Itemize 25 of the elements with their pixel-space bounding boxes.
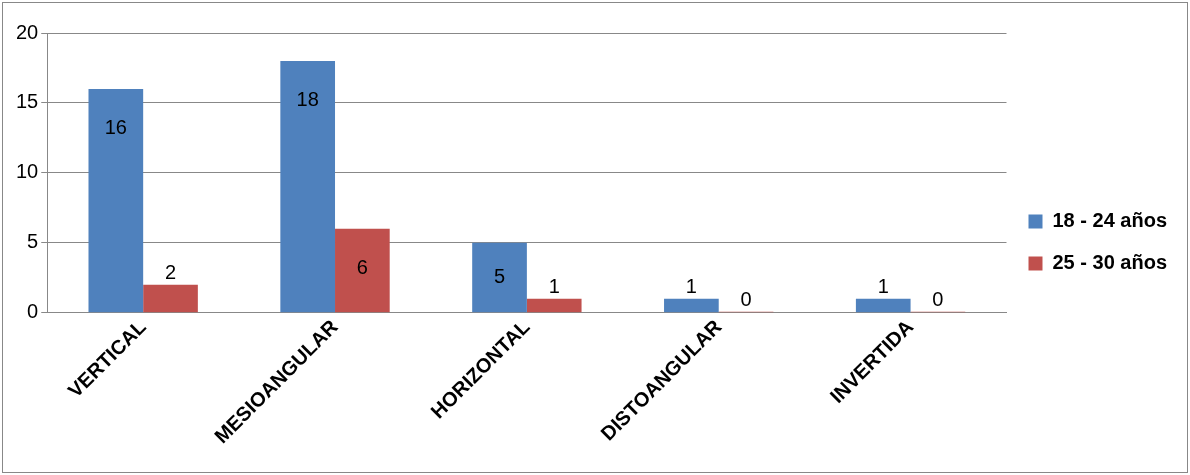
- bar: [280, 60, 336, 313]
- bar: [88, 88, 144, 313]
- data-label: 6: [356, 256, 368, 279]
- legend-label: 25 - 30 años: [1052, 251, 1168, 274]
- data-label: 1: [877, 275, 889, 298]
- y-tick-label: 20: [16, 20, 39, 43]
- data-label: 2: [164, 261, 177, 284]
- data-label: 1: [685, 275, 697, 298]
- bar: [143, 284, 198, 313]
- y-tick-label: 5: [27, 230, 39, 253]
- legend-label: 18 - 24 años: [1052, 209, 1168, 232]
- data-label: 5: [493, 265, 506, 288]
- data-label: 16: [104, 116, 127, 139]
- bar: [472, 242, 527, 313]
- data-label: 0: [740, 288, 752, 311]
- bar: [855, 298, 911, 313]
- data-label: 1: [548, 275, 560, 298]
- data-label: 0: [932, 288, 944, 311]
- data-label: 18: [296, 88, 319, 111]
- y-tick-label: 10: [16, 160, 39, 183]
- bar: [664, 298, 719, 313]
- y-tick-label: 0: [27, 300, 39, 323]
- y-tick-label: 15: [16, 90, 39, 113]
- bar: [526, 298, 582, 313]
- bar: [335, 228, 390, 313]
